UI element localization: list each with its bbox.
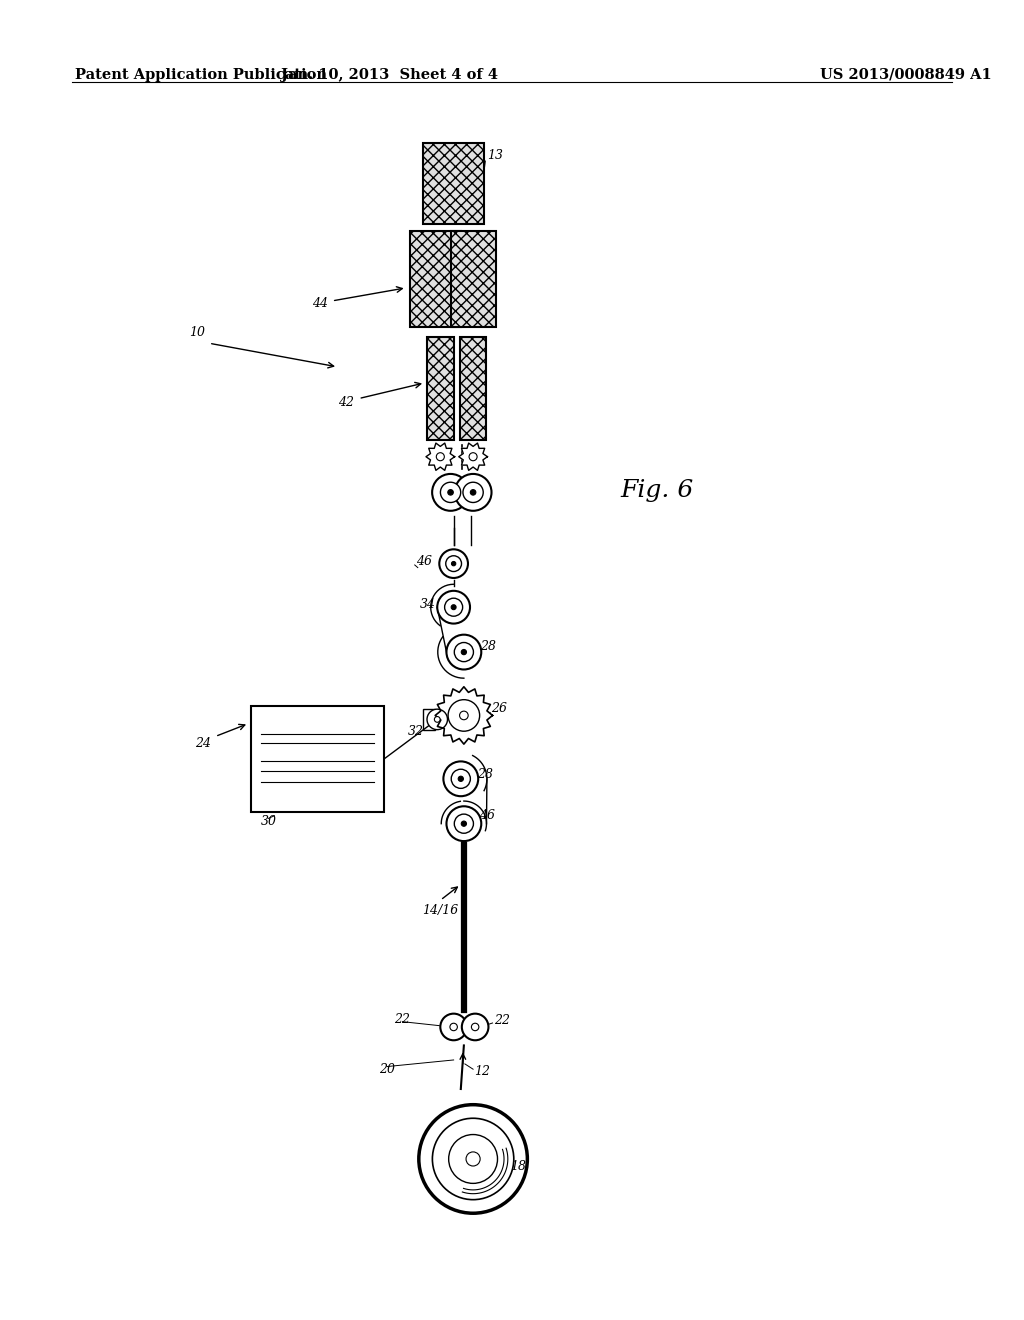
Text: 10: 10 [189,326,206,339]
Circle shape [436,453,444,461]
Text: 28: 28 [477,768,494,781]
Circle shape [455,643,473,661]
Circle shape [427,709,447,730]
Bar [410,231,461,327]
Circle shape [445,556,462,572]
Circle shape [452,605,456,610]
Text: 18: 18 [510,1160,526,1173]
Bar [423,709,435,730]
Circle shape [471,1023,479,1031]
Bar [251,706,384,812]
Text: Fig. 6: Fig. 6 [620,479,693,502]
Text: 13: 13 [487,149,504,162]
Bar [451,231,496,327]
Circle shape [432,474,469,511]
Circle shape [452,770,470,788]
Circle shape [470,490,476,495]
Circle shape [446,807,481,841]
Text: Patent Application Publication: Patent Application Publication [75,69,327,82]
Bar [423,143,484,224]
Circle shape [449,1134,498,1184]
Text: 22: 22 [494,1014,510,1027]
Text: 32: 32 [408,725,424,738]
Circle shape [455,814,473,833]
Text: 22: 22 [394,1012,411,1026]
Circle shape [461,649,467,655]
Polygon shape [435,686,493,744]
Text: 44: 44 [312,297,329,310]
Circle shape [440,482,461,503]
Circle shape [462,1014,488,1040]
Circle shape [437,591,470,623]
Polygon shape [459,444,487,470]
Text: 14/16: 14/16 [422,904,458,917]
Circle shape [447,490,454,495]
Text: 26: 26 [492,702,508,715]
Circle shape [452,561,456,566]
Text: 34: 34 [420,598,436,611]
Text: Jan. 10, 2013  Sheet 4 of 4: Jan. 10, 2013 Sheet 4 of 4 [282,69,499,82]
Polygon shape [426,444,455,470]
Bar [460,337,486,440]
Circle shape [444,598,463,616]
Circle shape [461,821,467,826]
Text: 20: 20 [379,1063,395,1076]
Circle shape [419,1105,527,1213]
Text: 46: 46 [479,809,496,822]
Text: 30: 30 [261,814,278,828]
Circle shape [443,762,478,796]
Circle shape [450,1023,458,1031]
Circle shape [463,482,483,503]
Circle shape [458,776,464,781]
Circle shape [446,635,481,669]
Text: 12: 12 [474,1065,490,1078]
Circle shape [440,1014,467,1040]
Bar [427,337,454,440]
Circle shape [434,717,440,722]
Text: 28: 28 [480,640,497,653]
Text: 42: 42 [338,396,354,409]
Circle shape [439,549,468,578]
Circle shape [449,700,479,731]
Circle shape [469,453,477,461]
Text: 46: 46 [416,554,432,568]
Text: 24: 24 [195,737,211,750]
Text: US 2013/0008849 A1: US 2013/0008849 A1 [820,69,992,82]
Circle shape [432,1118,514,1200]
Circle shape [455,474,492,511]
